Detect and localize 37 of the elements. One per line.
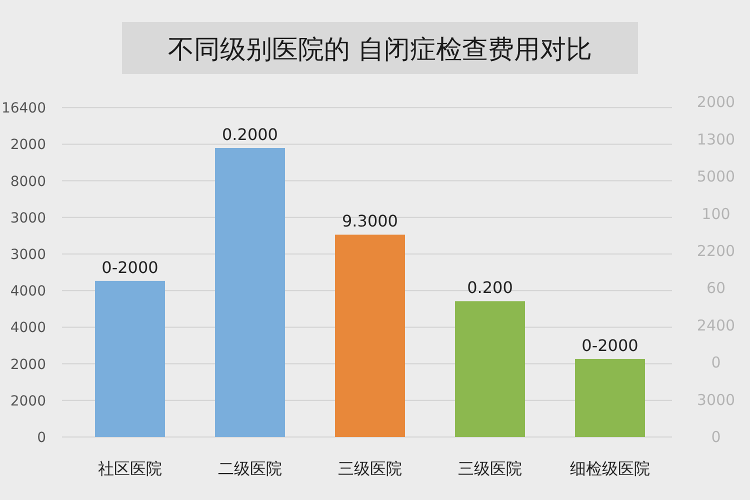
text: 0 <box>37 430 46 446</box>
text: 60 <box>706 279 726 298</box>
annotation: 0-2000 <box>582 336 638 355</box>
chart-title: 不同级别医院的 自闭症检查费用对比 <box>168 35 592 65</box>
text: 0 <box>711 354 721 372</box>
bar <box>575 358 645 437</box>
text: 2400 <box>696 316 736 334</box>
title: 不同级别医院的 自闭症检查费用对比 <box>122 22 638 74</box>
text: 1300 <box>696 130 736 148</box>
bar <box>455 301 525 437</box>
x-tick-label: 三级医院 <box>458 459 522 478</box>
text: 4000 <box>10 320 46 336</box>
annotation: 0.200 <box>467 278 513 298</box>
text: 3000 <box>10 210 46 226</box>
text: 2000 <box>696 93 736 112</box>
text: 2200 <box>696 242 736 260</box>
x-tick-label: 三级医院 <box>338 459 402 478</box>
text: 3000 <box>10 247 46 263</box>
annotation: 0-2000 <box>102 258 158 277</box>
text: 16400 <box>1 100 46 117</box>
text: 5000 <box>696 168 736 186</box>
x-tick-label: 细检级医院 <box>570 459 650 478</box>
text: 100 <box>702 204 730 223</box>
bar <box>215 148 285 437</box>
text: 0.2000 <box>222 125 278 144</box>
x-tick-label: 社区医院 <box>98 459 162 478</box>
text: 3000 <box>696 390 736 409</box>
text: 2000 <box>10 393 46 410</box>
x-tick-label: 二级医院 <box>218 459 282 478</box>
annotation: 9.3000 <box>342 212 398 231</box>
text: 2000 <box>10 137 46 154</box>
text: 4000 <box>10 284 46 300</box>
text: 2000 <box>10 356 46 373</box>
bar <box>335 234 405 437</box>
text: 8000 <box>10 174 46 190</box>
bar <box>95 280 165 437</box>
text: 0 <box>711 428 721 446</box>
